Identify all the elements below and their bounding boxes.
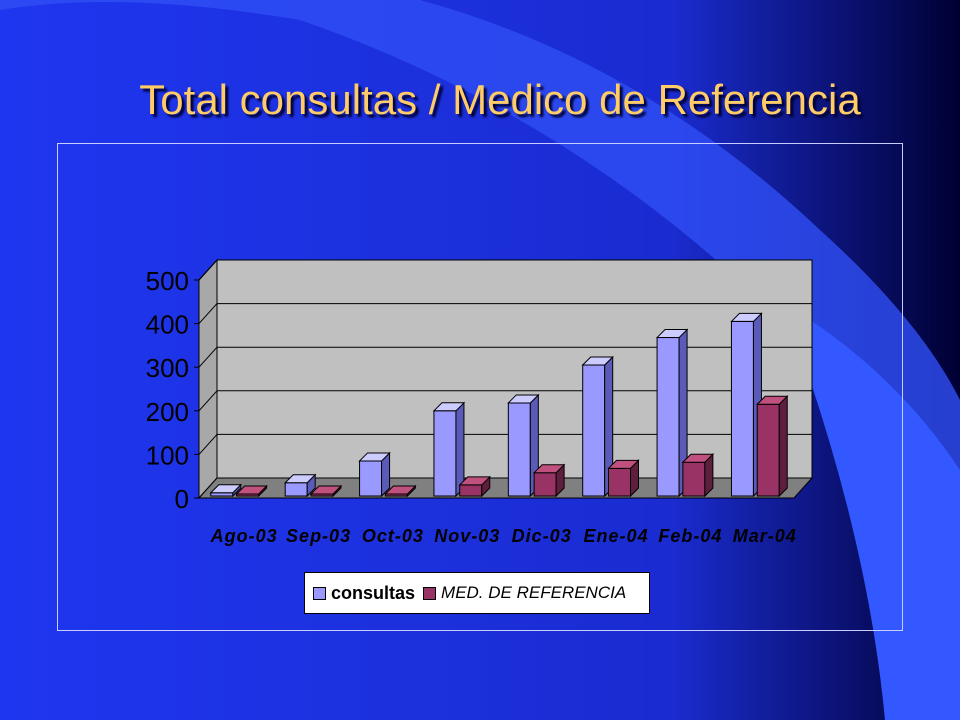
y-tick-label-4: 400 [146,310,189,340]
y-tick-label-3: 300 [146,353,189,383]
bar-referencia-Oct-03 [384,484,417,498]
bar-top [756,395,789,405]
bar-front [582,364,606,497]
bar-referencia-Dic-03 [532,463,566,498]
bar-front [682,461,706,497]
x-tick-label-Mar-04: Mar-04 [733,526,797,546]
chart-walls [197,258,814,500]
bar-top [309,485,343,495]
bar-consultas-Ago-03 [209,483,243,498]
x-tick-label-Oct-03: Oct-03 [362,526,424,546]
legend-item-referencia: MED. DE REFERENCIA [423,583,626,603]
bar-consultas-Dic-03 [507,393,540,498]
gridline-side-2 [198,390,218,412]
bar-top [681,453,715,463]
bar-top [209,484,243,494]
x-tick-label-Sep-03: Sep-03 [286,526,351,546]
bar-top [384,485,417,495]
bar-referencia-Feb-04 [681,453,715,498]
x-tick-label-Feb-04: Feb-04 [658,526,722,546]
y-tick-label-2: 200 [146,397,189,427]
gridline-side-5 [198,259,218,281]
bar-top [532,464,566,474]
bar-front [608,467,631,497]
y-tick-label-0: 0 [175,484,189,514]
bar-consultas-Sep-03 [283,473,317,498]
legend-swatch-referencia [423,586,437,600]
bar-referencia-Sep-03 [309,484,343,498]
bar-top [458,476,491,486]
chart-legend: consultas MED. DE REFERENCIA [304,572,650,614]
y-tick-label-5: 500 [146,266,189,296]
x-tick-label-Ene-04: Ene-04 [584,526,649,546]
legend-swatch-consultas [313,586,326,600]
x-tick-label-Ago-03: Ago-03 [210,526,278,546]
legend-item-consultas: consultas [313,583,415,604]
bar-top [358,452,391,462]
bar-top [235,485,268,495]
bar-referencia-Mar-04 [756,395,789,498]
slide-title: Total consultas / Medico de Referencia [139,76,861,123]
chart-frame [57,143,903,631]
bar-top [507,394,540,404]
bar-top [432,402,466,412]
bar-consultas-Oct-03 [358,451,391,498]
bar-front [730,320,754,497]
y-tick-label-1: 100 [146,440,189,470]
bar-referencia-Nov-03 [458,475,491,498]
bar-referencia-Ago-03 [235,484,268,498]
gridline-side-4 [198,303,218,324]
legend-label-referencia: MED. DE REFERENCIA [441,583,627,602]
bar-front [359,460,383,497]
bar-top [581,356,614,366]
bar-front [284,482,308,497]
bar-consultas-Feb-04 [655,328,689,498]
bar-front [459,484,483,497]
bar-consultas-Nov-03 [432,401,466,498]
x-tick-label-Dic-03: Dic-03 [512,526,572,546]
x-axis-ticks: Ago-03 Sep-03 Oct-03 Nov-03 Dic-03 Ene-04 Feb-… [210,526,797,546]
bar-top [607,459,640,469]
gridline-side-3 [198,346,218,368]
bar-referencia-Ene-04 [607,459,640,498]
chart-side-wall [198,258,218,500]
bar-front [433,410,457,497]
bar-front [507,402,531,497]
bar-front [756,403,780,497]
bar-front [533,472,557,497]
x-tick-label-Nov-03: Nov-03 [434,526,500,546]
bar-front [656,337,680,497]
bar-side [778,395,788,498]
bar-top [730,312,763,322]
y-axis-ticks: 0 100 200 300 400 500 [146,266,200,514]
legend-label-consultas: consultas [331,582,416,603]
bar-top [655,329,689,339]
bar-top [283,474,317,484]
gridline-side-1 [198,434,218,455]
chart-bars [209,312,789,498]
